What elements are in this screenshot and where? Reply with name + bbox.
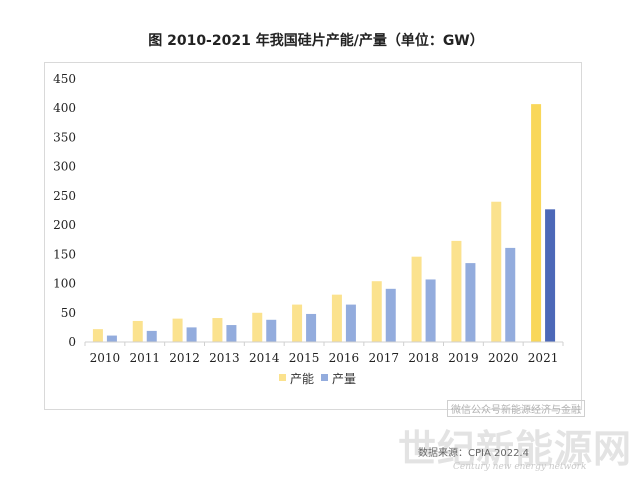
legend-swatch	[321, 374, 328, 381]
bar-capacity-2011	[132, 320, 143, 342]
bar-chart: 0 50 100 150 200 250 300 350 400 450 2010 2011 2012…	[53, 72, 564, 386]
bar-output-2016	[345, 304, 356, 342]
bar-output-2012	[186, 327, 197, 342]
bar-capacity-2017	[371, 281, 382, 342]
bar-capacity-2014	[252, 312, 263, 342]
bar-output-2021	[545, 209, 556, 342]
y-tick-label: 100	[53, 277, 76, 291]
bar-capacity-2012	[172, 318, 183, 342]
y-tick-label: 300	[53, 160, 76, 174]
bar-capacity-2015	[292, 304, 303, 342]
bar-capacity-2018	[411, 256, 422, 342]
bar-output-2017	[385, 288, 396, 342]
x-tick-label: 2019	[448, 351, 479, 365]
x-axis: 2010 2011 2012 2013 2014 2015 2016 2017 2018 2019…	[84, 341, 564, 365]
x-tick-label: 2016	[329, 351, 360, 365]
bar-output-2013	[226, 325, 237, 342]
y-axis: 0 50 100 150 200 250 300 350 400 450	[53, 72, 76, 349]
legend-label: 产量	[332, 372, 356, 386]
bar-output-2014	[266, 319, 277, 342]
x-tick-label: 2014	[249, 351, 280, 365]
y-tick-label: 0	[68, 335, 76, 349]
chart-title: 图 2010-2021 年我国硅片产能/产量（单位：GW）	[148, 33, 484, 49]
bar-output-2011	[146, 330, 157, 342]
legend-label: 产能	[290, 372, 314, 386]
x-tick-label: 2013	[209, 351, 240, 365]
y-tick-label: 450	[53, 72, 76, 86]
bar-capacity-2019	[451, 240, 462, 342]
legend-swatch	[279, 374, 286, 381]
watermark-logo: 世纪新能源网	[398, 427, 632, 471]
y-tick-label: 250	[53, 189, 76, 203]
bars	[92, 104, 556, 343]
x-tick-label: 2020	[488, 351, 519, 365]
watermark-tag: 微信公众号新能源经济与金融	[447, 400, 585, 417]
legend: 产能 产量	[279, 372, 356, 386]
bar-capacity-2010	[92, 329, 103, 342]
bar-capacity-2020	[491, 201, 502, 342]
x-tick-label: 2021	[528, 351, 559, 365]
y-tick-label: 200	[53, 218, 76, 232]
source-note: 数据来源：CPIA 2022.4	[418, 448, 529, 459]
bar-capacity-2021	[531, 104, 542, 343]
watermark-subtitle: Century new energy network	[453, 462, 587, 472]
x-tick-label: 2010	[90, 351, 121, 365]
bar-capacity-2013	[212, 318, 223, 342]
chart-frame: 0 50 100 150 200 250 300 350 400 450 2010 2011 2012…	[44, 62, 582, 410]
y-tick-label: 150	[53, 247, 76, 261]
bar-output-2010	[106, 335, 117, 342]
x-tick-label: 2011	[129, 351, 160, 365]
y-tick-label: 350	[53, 130, 76, 144]
y-tick-label: 400	[53, 101, 76, 115]
bar-output-2020	[505, 247, 516, 342]
bar-output-2018	[425, 279, 436, 342]
bar-capacity-2016	[331, 294, 342, 342]
y-tick-label: 50	[61, 306, 76, 320]
x-tick-label: 2017	[368, 351, 399, 365]
x-tick-label: 2015	[289, 351, 320, 365]
bar-output-2015	[306, 313, 317, 342]
x-tick-label: 2012	[169, 351, 200, 365]
bar-output-2019	[465, 263, 476, 342]
x-tick-label: 2018	[408, 351, 439, 365]
